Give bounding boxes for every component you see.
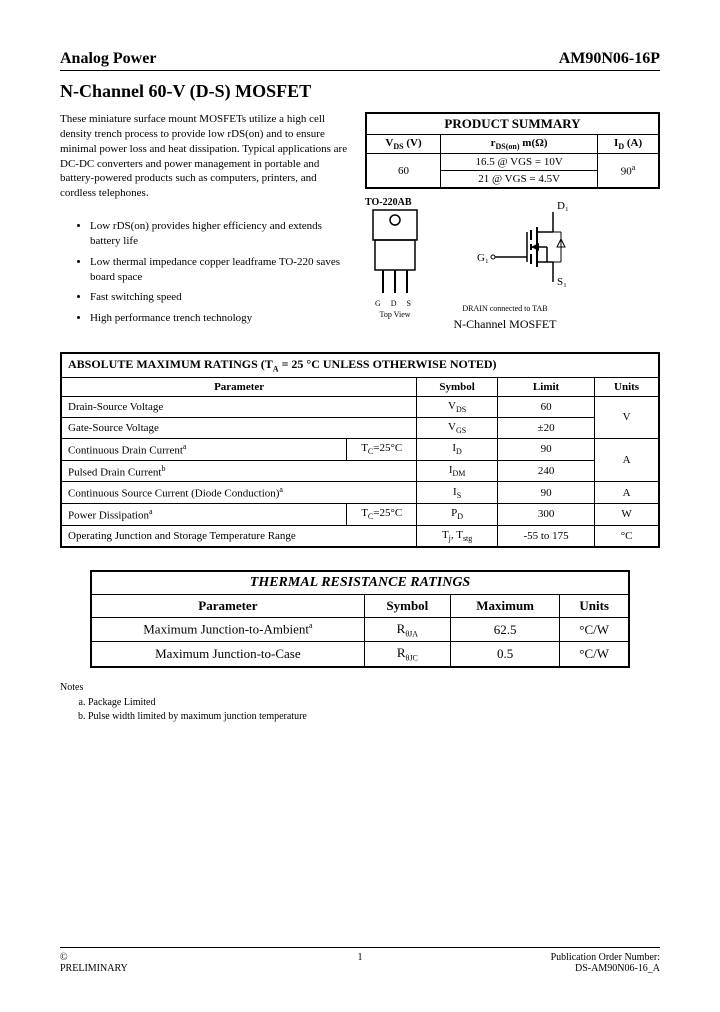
thermal-header-max: Maximum <box>450 594 559 617</box>
topview-label: Top View <box>365 310 425 319</box>
svg-text:G₁: G₁ <box>477 252 489 264</box>
table-row: Power Dissipationa TC=25°C PD 300 W <box>61 503 659 525</box>
table-row: Operating Junction and Storage Temperatu… <box>61 525 659 547</box>
to220-icon <box>365 208 425 298</box>
svg-text:S₁: S₁ <box>557 276 567 288</box>
thermal-header-symbol: Symbol <box>364 594 450 617</box>
table-row: Maximum Junction-to-Ambienta RθJA 62.5 °… <box>91 617 629 642</box>
brand-name: Analog Power <box>60 50 156 68</box>
left-column: These miniature surface mount MOSFETs ut… <box>60 112 350 332</box>
table-row: Continuous Source Current (Diode Conduct… <box>61 482 659 504</box>
thermal-header-units: Units <box>560 594 629 617</box>
header: Analog Power AM90N06-16P <box>60 50 660 71</box>
summary-rds2: 21 @ VGS = 4.5V <box>441 171 598 189</box>
feature-item: High performance trench technology <box>90 311 350 326</box>
ratings-title: ABSOLUTE MAXIMUM RATINGS (TA = 25 °C UNL… <box>61 353 659 377</box>
thermal-table: THERMAL RESISTANCE RATINGS Parameter Sym… <box>90 570 630 668</box>
footer-left: © PRELIMINARY <box>60 952 128 974</box>
table-row: Maximum Junction-to-Case RθJC 0.5 °C/W <box>91 642 629 667</box>
footer-right: Publication Order Number: DS-AM90N06-16_… <box>551 952 660 974</box>
notes-title: Notes <box>60 682 660 693</box>
feature-item: Low thermal impedance copper leadframe T… <box>90 255 350 285</box>
right-column: PRODUCT SUMMARY VDS (V) rDS(on) m(Ω) ID … <box>365 112 660 332</box>
thermal-title: THERMAL RESISTANCE RATINGS <box>91 571 629 595</box>
table-row: Continuous Drain Currenta TC=25°C ID 90 … <box>61 438 659 460</box>
drain-note: DRAIN connected to TAB <box>435 304 575 313</box>
feature-item: Low rDS(on) provides higher efficiency a… <box>90 219 350 249</box>
summary-header-rds: rDS(on) m(Ω) <box>441 135 598 154</box>
note-item: Pulse width limited by maximum junction … <box>88 711 660 722</box>
table-row: Pulsed Drain Currentb IDM 240 <box>61 460 659 482</box>
summary-vds: 60 <box>366 154 441 189</box>
mosfet-caption: N-Channel MOSFET <box>435 317 575 332</box>
product-summary-table: PRODUCT SUMMARY VDS (V) rDS(on) m(Ω) ID … <box>365 112 660 189</box>
thermal-header-param: Parameter <box>91 594 364 617</box>
svg-text:D₁: D₁ <box>557 200 569 212</box>
feature-list: Low rDS(on) provides higher efficiency a… <box>60 219 350 326</box>
package-label: TO-220AB <box>365 197 425 208</box>
summary-header-id: ID (A) <box>598 135 659 154</box>
description-text: These miniature surface mount MOSFETs ut… <box>60 112 350 201</box>
ratings-header-symbol: Symbol <box>417 377 498 396</box>
table-row: Gate-Source Voltage VGS ±20 <box>61 417 659 438</box>
notes-section: Notes Package Limited Pulse width limite… <box>60 682 660 722</box>
ratings-header-units: Units <box>595 377 659 396</box>
footer: © PRELIMINARY 1 Publication Order Number… <box>60 947 660 974</box>
page-title: N-Channel 60-V (D-S) MOSFET <box>60 81 660 102</box>
table-row: Drain-Source Voltage VDS 60 V <box>61 396 659 417</box>
mosfet-symbol: D₁ S₁ G <box>435 197 575 332</box>
absolute-ratings-table: ABSOLUTE MAXIMUM RATINGS (TA = 25 °C UNL… <box>60 352 660 548</box>
pin-labels: G D S <box>365 299 425 308</box>
package-drawing: TO-220AB G D S Top View <box>365 197 425 319</box>
note-item: Package Limited <box>88 697 660 708</box>
summary-title: PRODUCT SUMMARY <box>366 113 659 135</box>
summary-id: 90a <box>598 154 659 189</box>
page-number: 1 <box>358 952 363 963</box>
ratings-header-limit: Limit <box>498 377 595 396</box>
summary-header-vds: VDS (V) <box>366 135 441 154</box>
feature-item: Fast switching speed <box>90 290 350 305</box>
ratings-header-param: Parameter <box>61 377 417 396</box>
summary-rds1: 16.5 @ VGS = 10V <box>441 154 598 171</box>
part-number: AM90N06-16P <box>559 50 660 68</box>
